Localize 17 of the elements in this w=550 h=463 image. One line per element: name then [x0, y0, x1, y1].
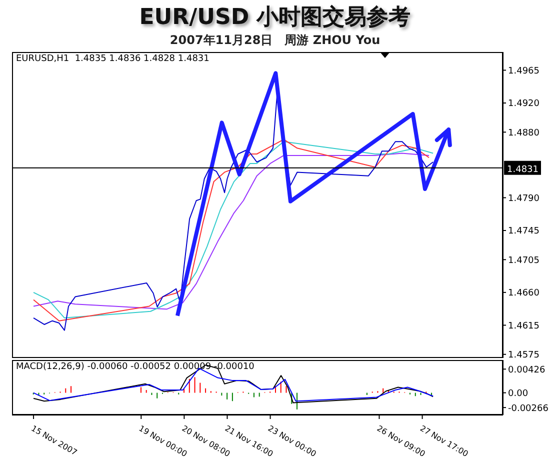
- ref-line-label: 1.4831: [507, 164, 538, 175]
- y-tick-label: 0.00426: [508, 365, 546, 376]
- y-tick-label: 1.4705: [508, 256, 540, 266]
- y-tick-label: 1.4920: [508, 99, 540, 110]
- chart-subtitle: 2007年11月28日 周游 ZHOU You: [168, 32, 382, 49]
- y-tick-label: 1.4660: [508, 288, 540, 299]
- y-tick-label: 1.4615: [508, 321, 540, 332]
- y-tick-label: 1.4880: [508, 128, 540, 138]
- y-tick-label: 0.00: [508, 388, 528, 399]
- y-tick-label: 1.4790: [508, 194, 540, 204]
- y-tick-label: 1.4745: [508, 226, 540, 237]
- x-tick-label: 15 Nov 2007: [30, 424, 79, 458]
- y-tick-label: 1.4965: [508, 66, 540, 76]
- annotation: EURUSD,H1 1.4835 1.4836 1.4828 1.4831: [15, 54, 210, 64]
- chart-title: EUR/USD 小时图交易参考: [138, 4, 412, 32]
- y-tick-label: 1.4575: [508, 350, 540, 361]
- y-tick-label: -0.00266: [508, 404, 549, 414]
